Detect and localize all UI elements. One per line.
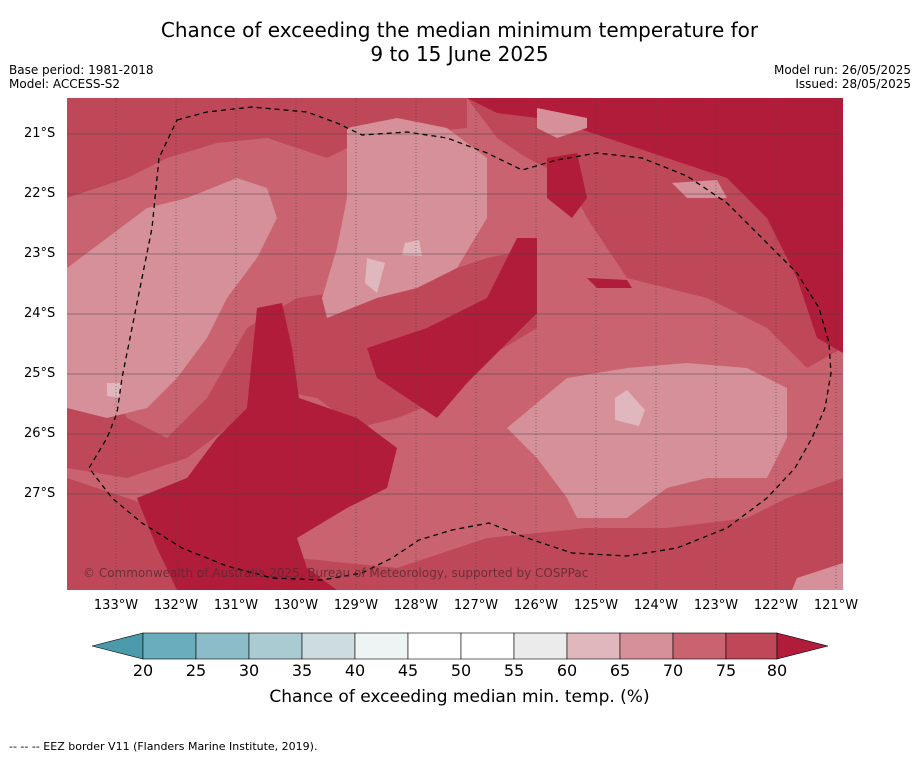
model-run: Model run: 26/05/2025 — [773, 63, 911, 77]
region-65-70-northeast — [537, 108, 587, 138]
copyright-notice: © Commonwealth of Australia 2025, Bureau… — [83, 566, 589, 580]
colorbar-tick-25: 25 — [185, 661, 207, 680]
colorbar-20-25 — [142, 632, 197, 660]
region-above-80-patch — [547, 153, 587, 218]
region-above-80-southwest — [137, 303, 397, 590]
region-above-80-small — [587, 278, 632, 288]
colorbar-60-65 — [566, 632, 621, 660]
region-75-80-central — [67, 248, 537, 478]
region-60-65-spot-a — [365, 258, 385, 293]
region-60-65-spot-d — [107, 383, 122, 398]
eez-footer-note: -- -- -- EEZ border V11 (Flanders Marine… — [9, 740, 318, 753]
model-name: Model: ACCESS-S2 — [9, 77, 121, 91]
colorbar-tick-55: 55 — [503, 661, 525, 680]
meta-right: Model run: 26/05/2025 Issued: 28/05/2025 — [774, 63, 911, 91]
map-title: Chance of exceeding the median minimum t… — [0, 18, 919, 66]
lat-label-22: 22°S — [24, 186, 56, 201]
region-65-70-west — [67, 178, 277, 418]
grid-lines — [67, 133, 843, 495]
region-75-80-north — [67, 98, 467, 198]
lon-label-121: 121°W — [813, 598, 859, 613]
region-above-80-northeast — [467, 98, 843, 353]
colorbar-arrow-above-80 — [776, 632, 829, 660]
lon-label-133: 133°W — [93, 598, 139, 613]
colorbar-30-35 — [248, 632, 303, 660]
probability-map — [67, 98, 843, 590]
colorbar-tick-80: 80 — [766, 661, 788, 680]
colorbar-tick-50: 50 — [450, 661, 472, 680]
colorbar — [91, 632, 829, 660]
colorbar-tick-75: 75 — [715, 661, 737, 680]
lon-label-125: 125°W — [573, 598, 619, 613]
meta-left: Base period: 1981-2018 Model: ACCESS-S2 — [9, 63, 154, 91]
title-line-1: Chance of exceeding the median minimum t… — [160, 18, 759, 42]
region-60-65-spot-b — [402, 240, 422, 256]
colorbar-tick-60: 60 — [556, 661, 578, 680]
colorbar-title: Chance of exceeding median min. temp. (%… — [269, 687, 650, 707]
colorbar-35-40 — [301, 632, 356, 660]
lat-label-25: 25°S — [24, 366, 56, 381]
lat-label-24: 24°S — [24, 306, 56, 321]
lat-label-26: 26°S — [24, 426, 56, 441]
colorbar-tick-45: 45 — [397, 661, 419, 680]
lon-label-129: 129°W — [333, 598, 379, 613]
colorbar-tick-40: 40 — [344, 661, 366, 680]
lon-label-130: 130°W — [273, 598, 319, 613]
colorbar-tick-20: 20 — [132, 661, 154, 680]
base-period: Base period: 1981-2018 — [9, 63, 154, 77]
colorbar-75-80 — [725, 632, 778, 660]
lon-label-124: 124°W — [633, 598, 679, 613]
region-65-70-north-central — [322, 118, 487, 318]
region-60-65-spot-c — [615, 390, 645, 426]
lon-label-132: 132°W — [153, 598, 199, 613]
region-65-70-corner — [792, 563, 843, 590]
colorbar-55-60 — [513, 632, 568, 660]
lon-label-126: 126°W — [513, 598, 559, 613]
colorbar-tick-35: 35 — [291, 661, 313, 680]
lon-label-123: 123°W — [693, 598, 739, 613]
colorbar-tick-65: 65 — [609, 661, 631, 680]
colorbar-65-70 — [619, 632, 674, 660]
colorbar-tick-70: 70 — [662, 661, 684, 680]
region-above-80-center — [367, 238, 537, 418]
lat-label-27: 27°S — [24, 486, 56, 501]
lat-label-23: 23°S — [24, 246, 56, 261]
grid-lon-lines — [115, 98, 837, 590]
lon-label-127: 127°W — [453, 598, 499, 613]
eez-border — [88, 106, 832, 581]
colorbar-45-50 — [407, 632, 462, 660]
lat-label-21: 21°S — [24, 126, 56, 141]
colorbar-tick-30: 30 — [238, 661, 260, 680]
colorbar-arrow-below-20 — [91, 632, 144, 660]
issued-date: Issued: 28/05/2025 — [795, 77, 911, 91]
lon-label-122: 122°W — [753, 598, 799, 613]
lon-label-128: 128°W — [393, 598, 439, 613]
region-65-70-southeast — [507, 363, 787, 518]
colorbar-70-75 — [672, 632, 727, 660]
colorbar-25-30 — [195, 632, 250, 660]
colorbar-50-55 — [460, 632, 515, 660]
lon-label-131: 131°W — [213, 598, 259, 613]
title-line-2: 9 to 15 June 2025 — [370, 42, 549, 66]
colorbar-40-45 — [354, 632, 409, 660]
